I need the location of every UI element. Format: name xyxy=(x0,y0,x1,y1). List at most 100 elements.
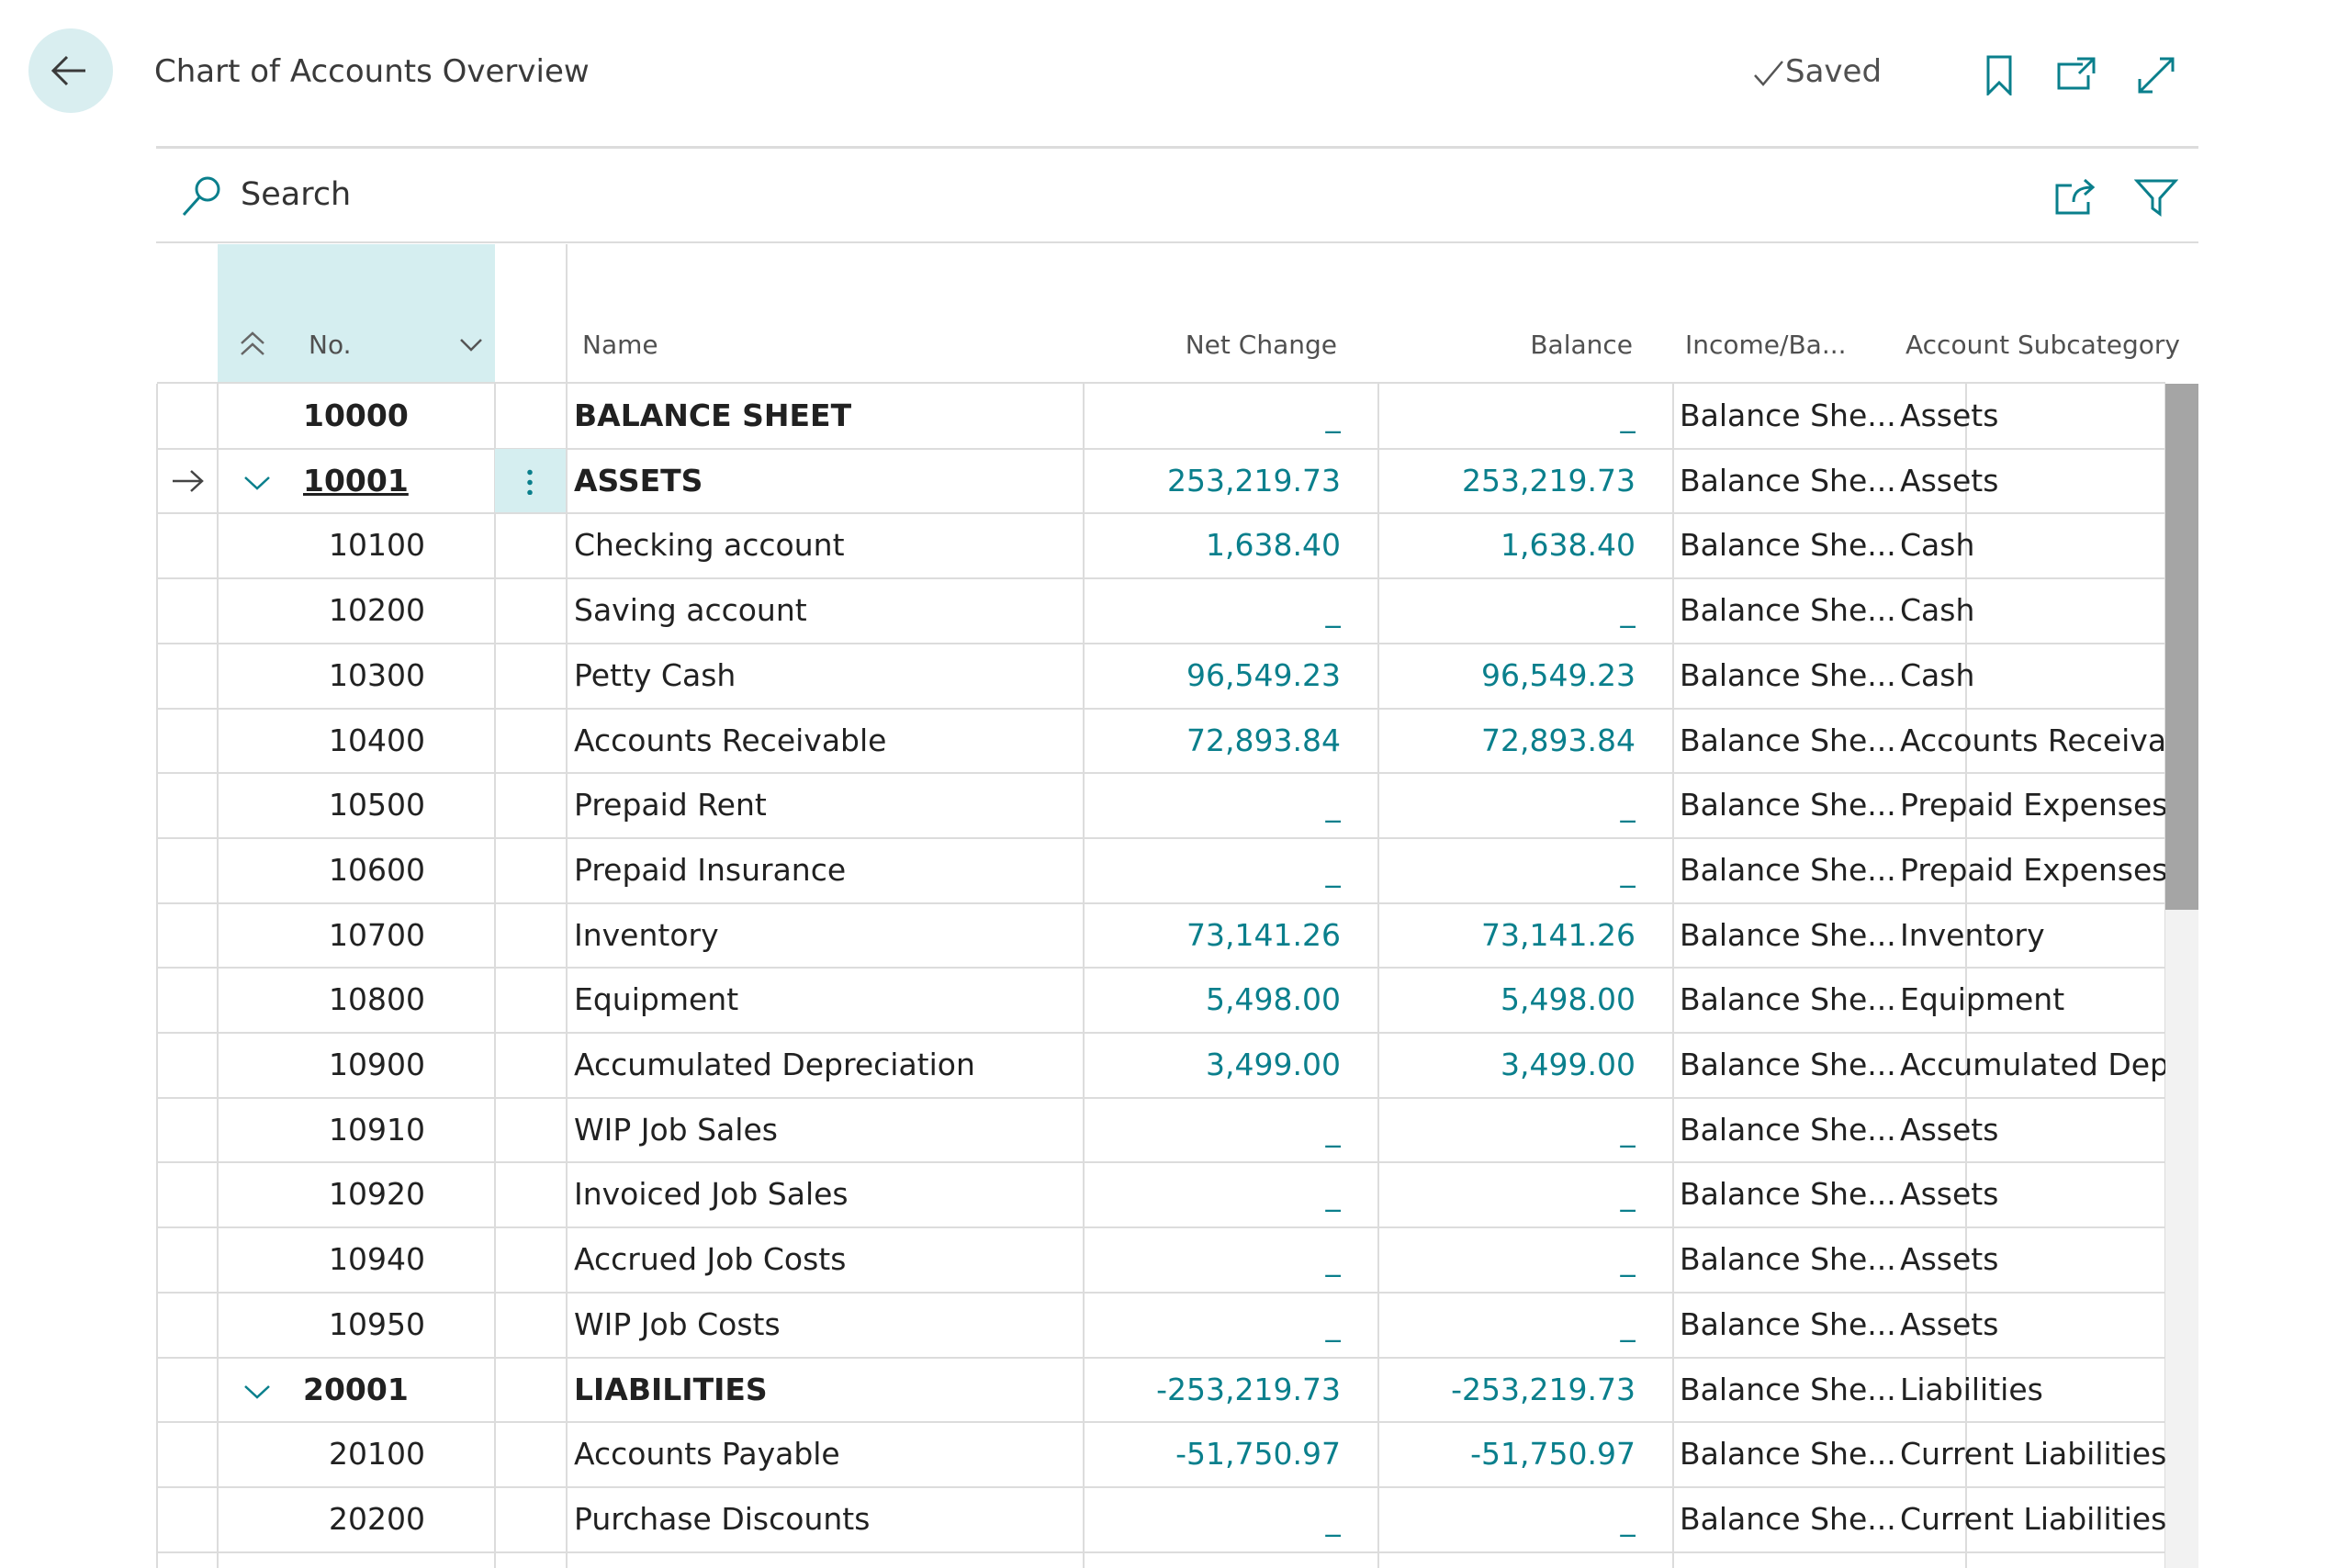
column-border xyxy=(566,384,568,1568)
net-change[interactable]: _ xyxy=(1325,1112,1342,1148)
account-no: 10000 xyxy=(303,398,409,433)
balance[interactable]: 1,638.40 xyxy=(1501,527,1636,563)
account-no: 10900 xyxy=(329,1047,425,1082)
account-subcategory: Cash xyxy=(1900,527,1975,563)
net-change[interactable]: _ xyxy=(1325,1306,1342,1342)
expand-icon[interactable] xyxy=(2136,55,2176,95)
account-no: 10400 xyxy=(329,722,425,758)
open-new-icon[interactable] xyxy=(2055,55,2097,92)
row-border xyxy=(157,1292,2165,1294)
account-no: 10950 xyxy=(329,1306,425,1342)
account-name: BALANCE SHEET xyxy=(574,398,852,433)
balance[interactable]: 96,549.23 xyxy=(1481,657,1636,693)
net-change[interactable]: _ xyxy=(1325,592,1342,628)
divider xyxy=(156,241,2198,243)
account-no[interactable]: 10001 xyxy=(303,463,409,498)
balance[interactable]: _ xyxy=(1620,398,1636,433)
balance[interactable]: -253,219.73 xyxy=(1451,1372,1636,1407)
balance[interactable]: _ xyxy=(1620,1501,1636,1537)
account-no: 10500 xyxy=(329,787,425,823)
row-border xyxy=(157,448,2165,450)
expander[interactable] xyxy=(243,1383,271,1400)
net-change[interactable]: 96,549.23 xyxy=(1186,657,1341,693)
net-change[interactable]: _ xyxy=(1325,1241,1342,1277)
account-no: 10940 xyxy=(329,1241,425,1277)
balance[interactable]: _ xyxy=(1620,1241,1636,1277)
balance[interactable]: 72,893.84 xyxy=(1481,722,1636,758)
row-border xyxy=(157,577,2165,579)
column-header[interactable]: No. xyxy=(309,330,352,360)
row-menu-dots xyxy=(527,467,533,495)
chevron xyxy=(244,476,270,490)
row-border xyxy=(157,837,2165,839)
row-indicator xyxy=(171,469,204,493)
net-change[interactable]: _ xyxy=(1325,1501,1342,1537)
row-border xyxy=(157,967,2165,969)
net-change[interactable]: -51,750.97 xyxy=(1175,1436,1341,1472)
column-header[interactable]: Income/Ba... xyxy=(1685,330,1847,360)
scrollbar-thumb[interactable] xyxy=(2165,384,2198,910)
balance[interactable]: _ xyxy=(1620,787,1636,823)
balance[interactable]: _ xyxy=(1620,852,1636,888)
account-name: Invoiced Job Sales xyxy=(574,1176,849,1212)
net-change[interactable]: 72,893.84 xyxy=(1186,722,1341,758)
net-change[interactable]: _ xyxy=(1325,398,1342,433)
net-change[interactable]: 5,498.00 xyxy=(1206,981,1341,1017)
sort-icon[interactable] xyxy=(239,330,266,356)
income-balance: Balance She... xyxy=(1680,722,1896,758)
column-header[interactable]: Balance xyxy=(1530,330,1633,360)
row-border xyxy=(157,1486,2165,1488)
page-title: Chart of Accounts Overview xyxy=(154,53,590,90)
account-name: Purchase Discounts xyxy=(574,1501,871,1537)
column-border xyxy=(1083,384,1085,1568)
filter-icon[interactable] xyxy=(2134,178,2178,217)
balance[interactable]: _ xyxy=(1620,592,1636,628)
search-icon[interactable] xyxy=(180,174,224,218)
share-icon[interactable] xyxy=(2053,176,2097,217)
income-balance: Balance She... xyxy=(1680,1501,1896,1537)
bookmark-icon[interactable] xyxy=(1985,55,2013,95)
column-header[interactable]: Name xyxy=(582,330,658,360)
income-balance: Balance She... xyxy=(1680,1436,1896,1472)
net-change[interactable]: 73,141.26 xyxy=(1186,917,1341,953)
income-balance: Balance She... xyxy=(1680,1372,1896,1407)
balance[interactable]: 3,499.00 xyxy=(1501,1047,1636,1082)
row-border xyxy=(157,1551,2165,1553)
balance[interactable]: _ xyxy=(1620,1112,1636,1148)
expander[interactable] xyxy=(243,475,271,491)
balance[interactable]: _ xyxy=(1620,1176,1636,1212)
sorted-column-header xyxy=(218,244,495,382)
income-balance: Balance She... xyxy=(1680,592,1896,628)
net-change[interactable]: 1,638.40 xyxy=(1206,527,1341,563)
row-border xyxy=(157,1032,2165,1034)
row-border xyxy=(157,382,2165,384)
net-change[interactable]: 253,219.73 xyxy=(1167,463,1341,498)
balance[interactable]: 5,498.00 xyxy=(1501,981,1636,1017)
column-header[interactable]: Account Subcategory xyxy=(1905,330,2180,360)
balance[interactable]: 253,219.73 xyxy=(1462,463,1636,498)
account-no: 20300 xyxy=(329,1552,485,1568)
net-change[interactable]: -253,219.73 xyxy=(1156,1372,1341,1407)
net-change[interactable]: 3,499.00 xyxy=(1206,1047,1341,1082)
row-border xyxy=(157,1097,2165,1099)
column-menu-icon[interactable] xyxy=(459,338,483,353)
net-change[interactable]: _ xyxy=(1325,852,1342,888)
income-balance: Balance She... xyxy=(1680,787,1896,823)
balance[interactable]: 73,141.26 xyxy=(1481,917,1636,953)
net-change[interactable]: _ xyxy=(1325,787,1342,823)
account-no: 10100 xyxy=(329,527,425,563)
balance[interactable]: _ xyxy=(1620,1306,1636,1342)
account-subcategory: Inventory xyxy=(1900,917,2045,953)
account-name: WIP Job Costs xyxy=(574,1306,781,1342)
back-button[interactable] xyxy=(28,28,113,113)
column-header[interactable]: Net Change xyxy=(1185,330,1337,360)
row-border xyxy=(157,1357,2165,1359)
account-subcategory: Cash xyxy=(1900,592,1975,628)
net-change[interactable]: _ xyxy=(1325,1176,1342,1212)
balance[interactable]: -51,750.97 xyxy=(1470,1436,1636,1472)
search-box[interactable]: Search xyxy=(241,176,352,213)
column-border xyxy=(217,384,219,1568)
account-no: 10920 xyxy=(329,1176,425,1212)
